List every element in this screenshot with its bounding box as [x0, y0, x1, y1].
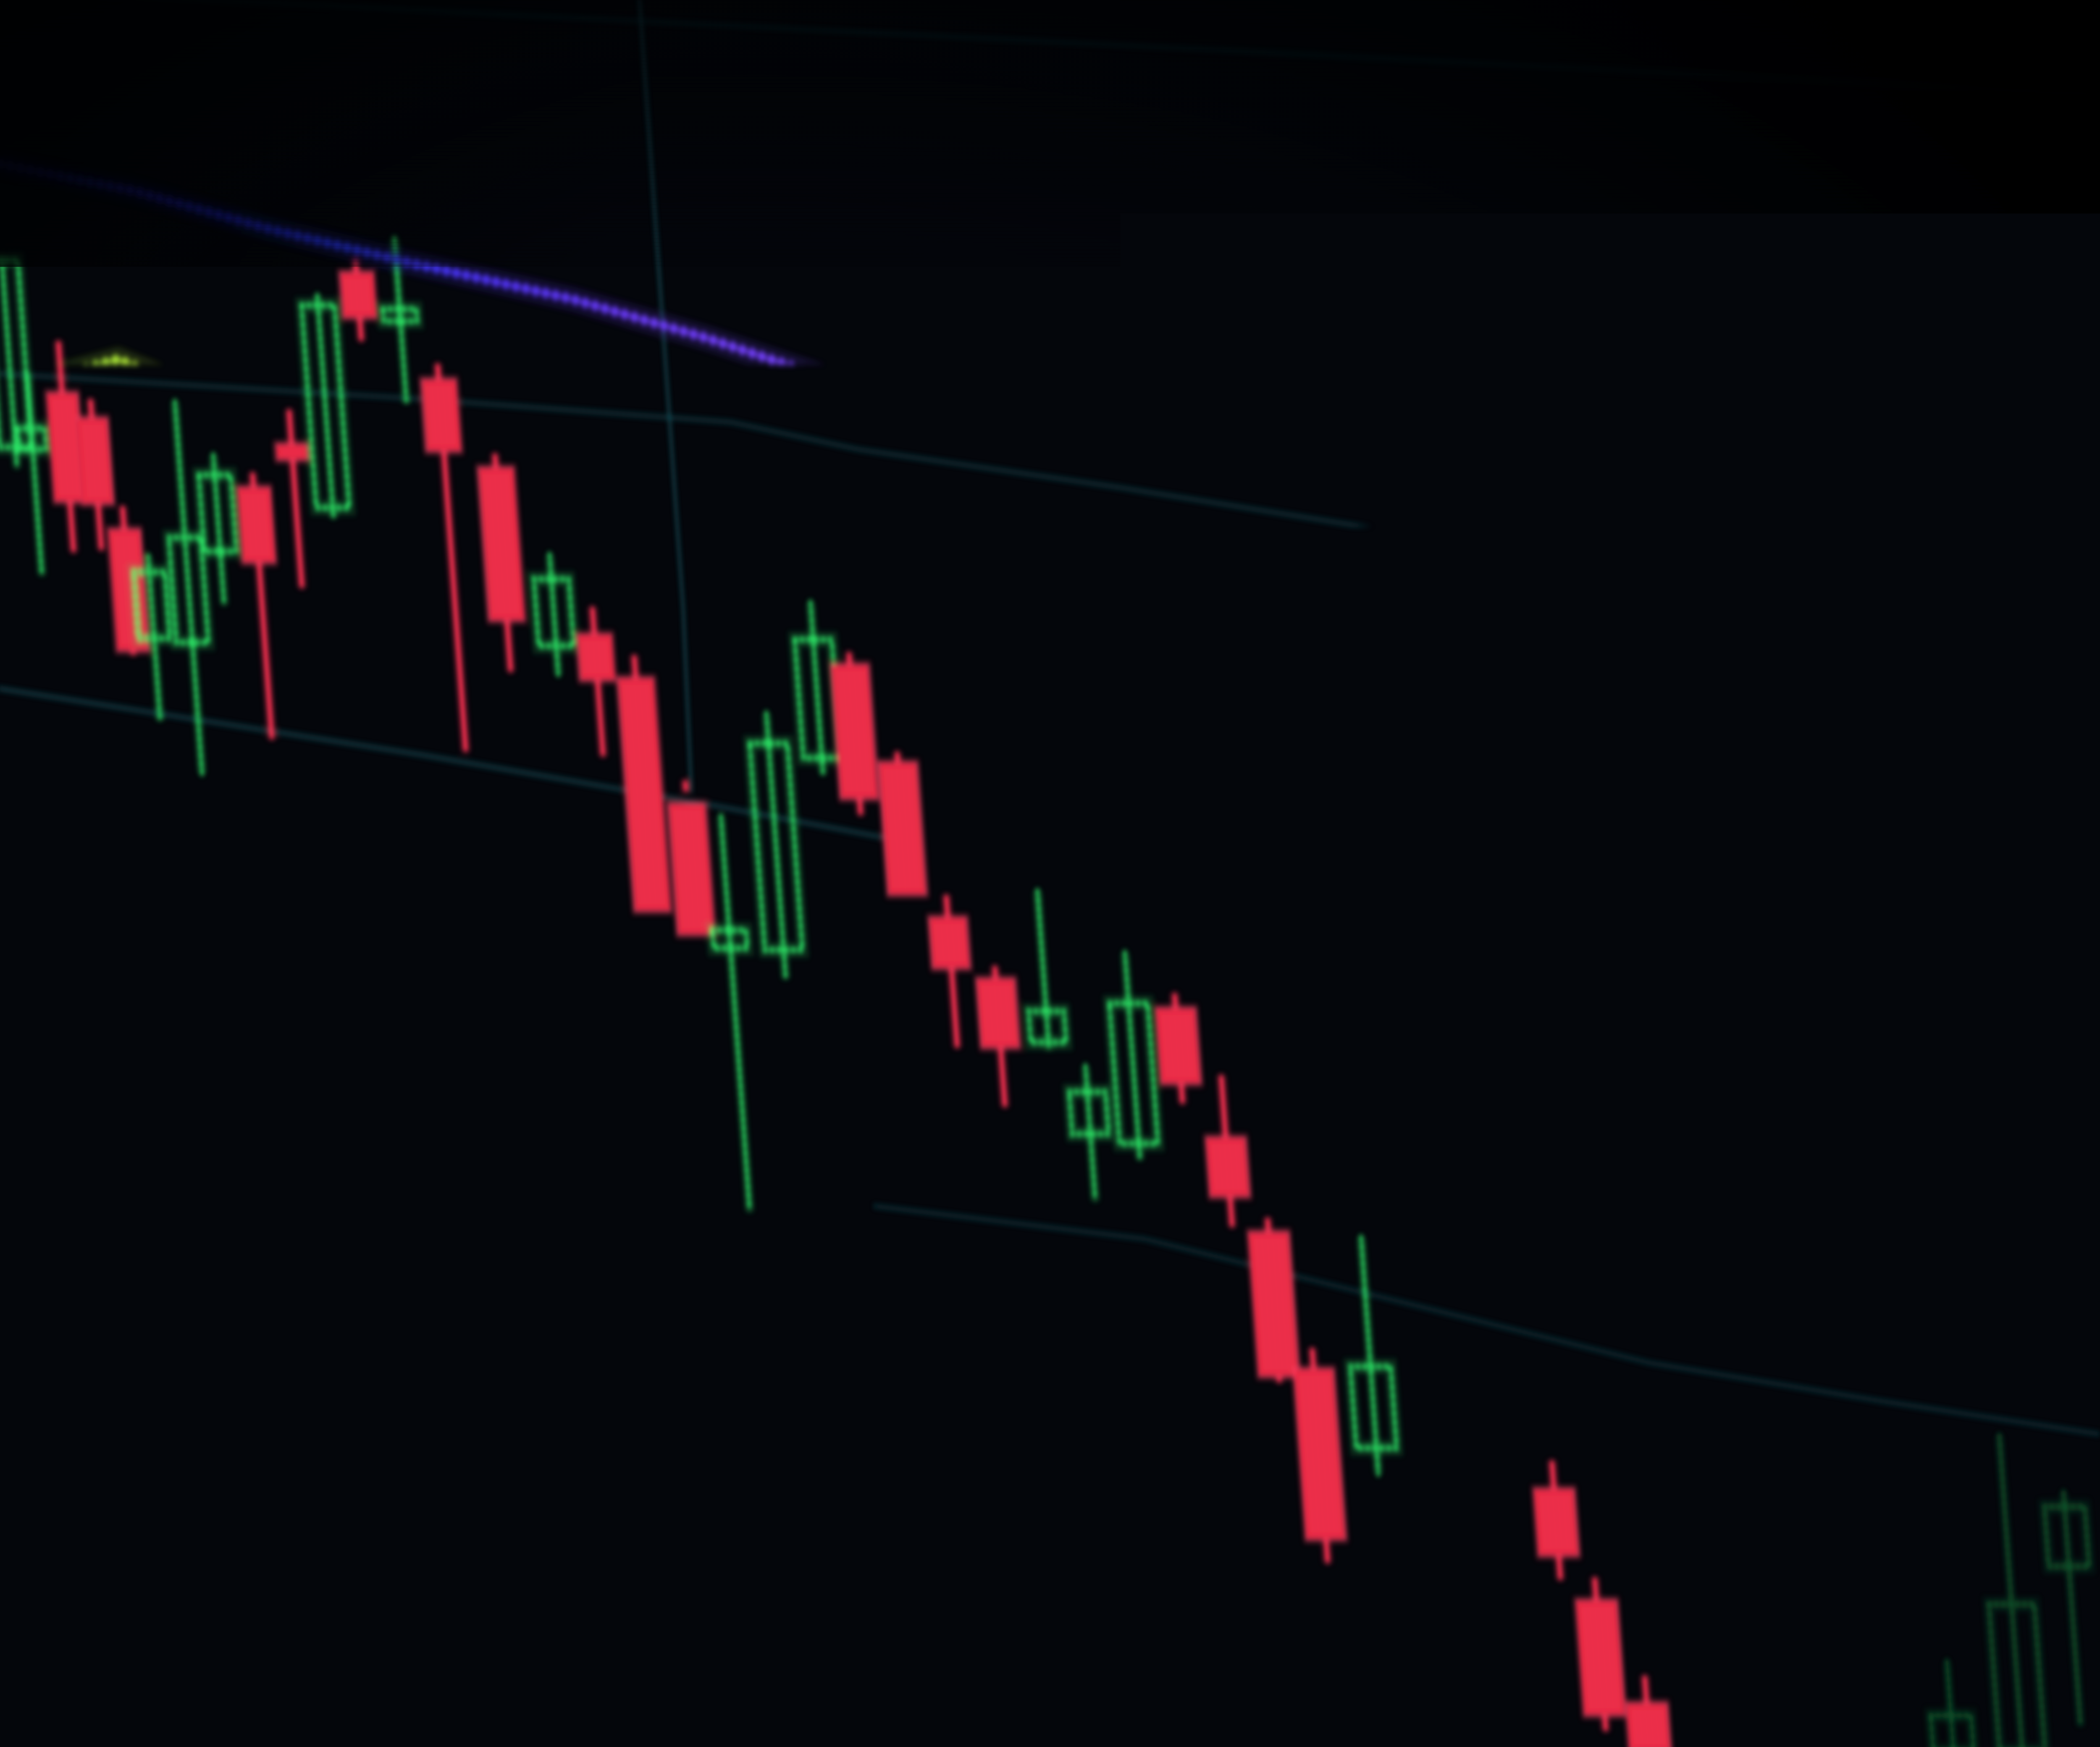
candle-green [1977, 1436, 2045, 1747]
h-grid-2 [0, 689, 2100, 1035]
candle-red [1198, 1075, 1255, 1227]
candle-red [417, 364, 486, 752]
trading-screen-photo [0, 0, 2100, 1747]
h-grid-2-core [0, 689, 2100, 1035]
body-core [580, 638, 612, 676]
body-core [1394, 1352, 1434, 1430]
wick-under [1999, 1436, 2022, 1747]
mid-ma-cyan [0, 439, 2100, 1701]
candle-red [924, 895, 979, 1048]
body-core [1537, 1493, 1575, 1552]
body-core [241, 491, 272, 559]
body-core [932, 921, 966, 964]
candle-green [748, 714, 805, 978]
candle-green [1927, 1662, 1974, 1747]
candle-red [1571, 1577, 1630, 1731]
candle-red [0, 588, 12, 638]
h-grid-0 [0, 0, 2100, 94]
mid-ma-cyan-glow [0, 439, 2100, 1701]
body-core [425, 383, 457, 447]
body-core [1630, 1707, 1667, 1747]
chart-layers [0, 0, 2100, 1747]
candle-red [1480, 1377, 1540, 1554]
candle-red [1621, 1676, 1674, 1747]
chart-canvas [0, 0, 2100, 1747]
body-core [343, 276, 373, 314]
slow-ma-blue-purple-glow [0, 164, 2100, 981]
candle-red [1528, 1461, 1583, 1580]
mid-ma-cyan-core [0, 439, 2100, 1701]
candle-wick [1361, 1238, 1378, 1473]
candle-green [1441, 1313, 1488, 1416]
body-core [980, 983, 1016, 1044]
body-core [279, 448, 305, 456]
candle-red [972, 966, 1027, 1107]
gridlines-layer [0, 0, 2100, 1747]
body-core [1210, 1141, 1246, 1193]
moving-averages-layer [0, 164, 2100, 1747]
candle-green [1067, 1067, 1113, 1201]
candle-red [1289, 1348, 1350, 1563]
candle-red [233, 472, 291, 739]
candle-red [1244, 1218, 1302, 1382]
slow-ma-blue-purple [0, 164, 2100, 981]
slow-ma-blue-purple-core [0, 164, 2100, 981]
